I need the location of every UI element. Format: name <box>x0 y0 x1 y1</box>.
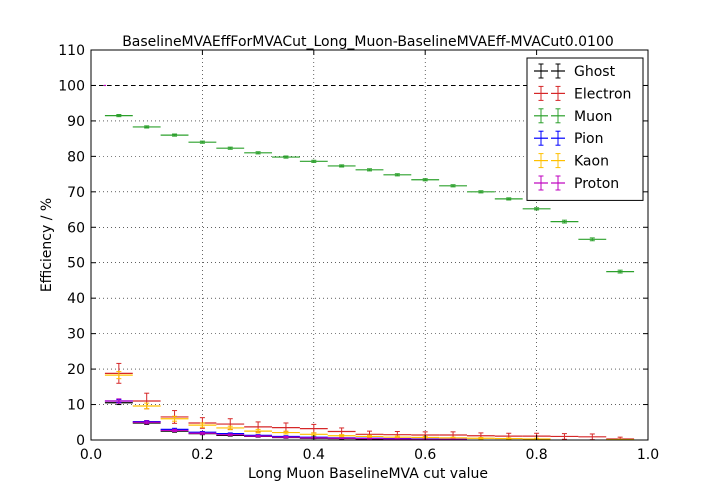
data-point <box>466 190 495 194</box>
legend-marker <box>534 130 565 146</box>
data-point <box>132 402 161 410</box>
legend-label: Ghost <box>574 64 616 80</box>
data-point <box>606 269 635 274</box>
data-point <box>272 435 300 439</box>
data-point <box>216 146 245 150</box>
x-axis-label: Long Muon BaselineMVA cut value <box>248 466 488 482</box>
y-tick-label: 40 <box>67 291 85 307</box>
data-point <box>494 197 523 201</box>
plot-frame <box>90 49 649 441</box>
data-point <box>299 423 328 434</box>
data-point <box>299 159 328 163</box>
y-tick-label: 100 <box>58 78 85 94</box>
y-tick-label: 80 <box>67 149 85 165</box>
data-point <box>439 436 467 440</box>
y-tick-label: 0 <box>76 433 85 449</box>
y-tick-label: 10 <box>67 398 85 414</box>
data-point <box>272 430 300 435</box>
data-point <box>383 173 412 177</box>
plot-area <box>103 84 635 441</box>
x-tick-label: 0.8 <box>525 447 547 463</box>
x-tick-label: 0.0 <box>80 447 102 463</box>
data-point <box>355 434 384 439</box>
data-point <box>439 184 467 188</box>
y-tick-label: 60 <box>67 220 85 236</box>
x-tick-label: 0.6 <box>414 447 436 463</box>
data-point <box>578 433 607 441</box>
y-tick-label: 70 <box>67 185 85 201</box>
legend-marker <box>534 153 565 169</box>
data-point <box>132 420 161 425</box>
legend-item-pion: Pion <box>534 130 603 147</box>
data-point <box>160 428 189 432</box>
x-axis: 0.0 0.2 0.4 0.6 0.8 1.0 <box>80 50 659 463</box>
y-tick-label: 20 <box>67 362 85 378</box>
legend-marker <box>534 63 565 79</box>
legend-marker <box>534 108 565 124</box>
data-point <box>244 151 273 155</box>
legend: Ghost Electron Muon Pion Kaon Proton <box>526 57 644 201</box>
data-point <box>578 237 607 242</box>
data-point <box>327 437 356 440</box>
y-axis: 0 10 20 30 40 50 60 70 80 90 100 110 <box>58 43 648 449</box>
legend-label: Electron <box>574 86 631 102</box>
data-point <box>383 435 412 439</box>
data-point <box>355 437 384 440</box>
y-tick-label: 50 <box>67 256 85 272</box>
legend-item-electron: Electron <box>534 85 631 102</box>
data-point <box>522 207 551 211</box>
legend-item-kaon: Kaon <box>534 153 609 170</box>
data-point <box>327 434 356 438</box>
data-point <box>411 178 440 182</box>
x-tick-label: 0.2 <box>191 447 213 463</box>
x-tick-label: 0.4 <box>303 447 325 463</box>
legend-item-proton: Proton <box>534 175 619 192</box>
legend-marker <box>534 175 565 191</box>
data-point <box>244 428 273 434</box>
data-point <box>216 433 245 436</box>
y-tick-label: 110 <box>58 43 85 59</box>
legend-item-ghost: Ghost <box>534 63 616 80</box>
x-tick-label: 1.0 <box>637 447 659 463</box>
series-proton <box>103 84 467 441</box>
data-point <box>244 434 273 438</box>
data-point <box>494 437 523 440</box>
data-point <box>104 398 133 404</box>
data-point <box>327 427 356 436</box>
series-muon <box>104 114 635 274</box>
data-point <box>160 133 189 137</box>
data-point <box>188 431 217 435</box>
data-point <box>160 415 189 422</box>
legend-marker <box>534 85 565 101</box>
data-point <box>132 125 161 129</box>
data-point <box>550 433 579 440</box>
y-tick-label: 90 <box>67 114 85 130</box>
y-tick-label: 30 <box>67 327 85 343</box>
data-point <box>383 438 412 440</box>
data-point <box>104 114 133 118</box>
series-electron <box>104 362 635 441</box>
legend-box <box>526 57 644 201</box>
data-point <box>188 140 217 144</box>
data-point <box>216 425 245 431</box>
data-point <box>327 164 356 168</box>
data-point <box>550 219 579 224</box>
legend-label: Pion <box>574 131 603 147</box>
legend-label: Kaon <box>574 154 609 170</box>
legend-label: Proton <box>574 176 619 192</box>
data-point <box>466 437 495 440</box>
data-point <box>188 422 217 428</box>
legend-item-muon: Muon <box>534 108 612 125</box>
y-axis-label: Efficiency / % <box>39 198 55 292</box>
data-point <box>104 371 133 380</box>
chart-title: BaselineMVAEffForMVACut_Long_Muon-Baseli… <box>122 34 614 50</box>
legend-label: Muon <box>574 109 612 125</box>
data-point <box>355 168 384 172</box>
data-point <box>272 155 300 159</box>
